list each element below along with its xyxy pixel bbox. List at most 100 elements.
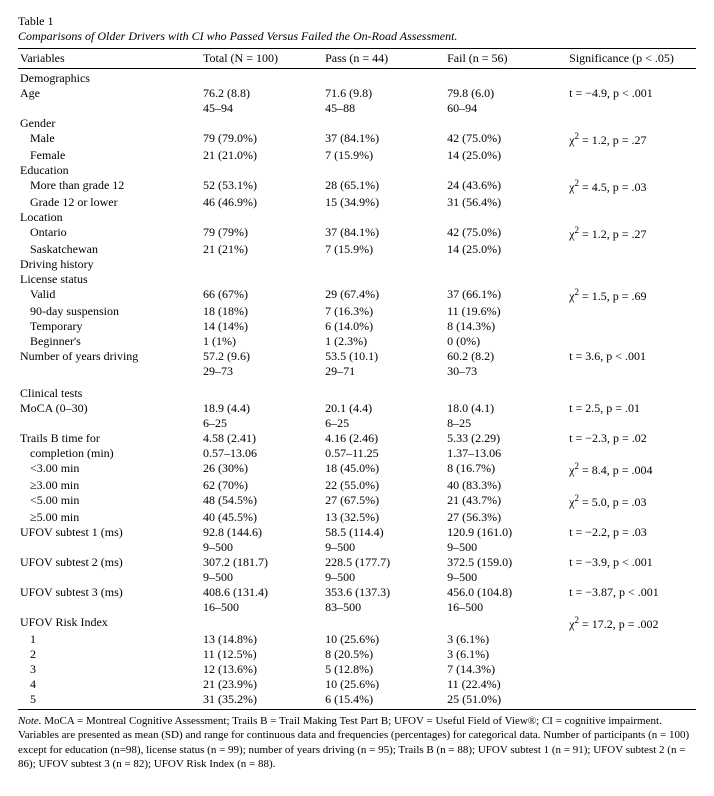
cell-sig: χ2 = 4.5, p = .03	[567, 178, 696, 195]
table-row: Female21 (21.0%)7 (15.9%)14 (25.0%)	[18, 148, 696, 163]
cell-pass: 27 (67.5%)	[323, 493, 445, 510]
cell-fail: 0 (0%)	[445, 334, 567, 349]
cell-var: 1	[18, 632, 201, 647]
cell-total: 9–500	[201, 540, 323, 555]
cell-var: Male	[18, 131, 201, 148]
cell-var	[18, 364, 201, 379]
table-row: ≥3.00 min62 (70%)22 (55.0%)40 (83.3%)	[18, 478, 696, 493]
cell-fail: 42 (75.0%)	[445, 131, 567, 148]
cell-total: 1 (1%)	[201, 334, 323, 349]
cell-pass: 7 (15.9%)	[323, 148, 445, 163]
cell-pass: 7 (15.9%)	[323, 242, 445, 257]
cell-var	[18, 600, 201, 615]
cell-fail: 14 (25.0%)	[445, 148, 567, 163]
cell-pass: 10 (25.6%)	[323, 677, 445, 692]
cell-fail	[445, 615, 567, 632]
cell-var: Temporary	[18, 319, 201, 334]
cell-fail: 7 (14.3%)	[445, 662, 567, 677]
cell-sig	[567, 272, 696, 287]
cell-total: 21 (21%)	[201, 242, 323, 257]
cell-var: Beginner's	[18, 334, 201, 349]
cell-total: 79 (79%)	[201, 225, 323, 242]
table-row: Number of years driving57.2 (9.6)53.5 (1…	[18, 349, 696, 364]
cell-sig	[567, 647, 696, 662]
cell-sig	[567, 319, 696, 334]
cell-sig: χ2 = 1.5, p = .69	[567, 287, 696, 304]
cell-var: Number of years driving	[18, 349, 201, 364]
cell-var: Driving history	[18, 257, 201, 272]
cell-sig	[567, 304, 696, 319]
data-table: Variables Total (N = 100) Pass (n = 44) …	[18, 51, 696, 707]
table-row: 113 (14.8%)10 (25.6%)3 (6.1%)	[18, 632, 696, 647]
cell-total: 46 (46.9%)	[201, 195, 323, 210]
cell-sig	[567, 163, 696, 178]
cell-total: 13 (14.8%)	[201, 632, 323, 647]
cell-var: Ontario	[18, 225, 201, 242]
table-row: 45–9445–8860–94	[18, 101, 696, 116]
cell-fail	[445, 257, 567, 272]
cell-sig	[567, 334, 696, 349]
cell-fail: 21 (43.7%)	[445, 493, 567, 510]
cell-fail: 11 (22.4%)	[445, 677, 567, 692]
table-row: License status	[18, 272, 696, 287]
table-row: UFOV subtest 3 (ms)408.6 (131.4)353.6 (1…	[18, 585, 696, 600]
cell-var: 5	[18, 692, 201, 707]
cell-fail: 30–73	[445, 364, 567, 379]
table-row: Gender	[18, 116, 696, 131]
cell-var: Age	[18, 86, 201, 101]
cell-pass: 58.5 (114.4)	[323, 525, 445, 540]
cell-pass: 29–71	[323, 364, 445, 379]
cell-total	[201, 272, 323, 287]
cell-sig	[567, 71, 696, 86]
cell-sig: χ2 = 1.2, p = .27	[567, 131, 696, 148]
cell-total: 307.2 (181.7)	[201, 555, 323, 570]
cell-total: 6–25	[201, 416, 323, 431]
cell-total: 11 (12.5%)	[201, 647, 323, 662]
cell-var: Grade 12 or lower	[18, 195, 201, 210]
table-row: 211 (12.5%)8 (20.5%)3 (6.1%)	[18, 647, 696, 662]
cell-pass	[323, 615, 445, 632]
cell-total: 9–500	[201, 570, 323, 585]
cell-sig: t = −2.2, p = .03	[567, 525, 696, 540]
cell-fail: 5.33 (2.29)	[445, 431, 567, 446]
cell-sig	[567, 195, 696, 210]
table-row: 421 (23.9%)10 (25.6%)11 (22.4%)	[18, 677, 696, 692]
cell-pass: 15 (34.9%)	[323, 195, 445, 210]
table-title: Comparisons of Older Drivers with CI who…	[18, 29, 696, 44]
table-label: Table 1	[18, 14, 696, 29]
cell-fail: 42 (75.0%)	[445, 225, 567, 242]
cell-fail: 60–94	[445, 101, 567, 116]
table-row: Clinical tests	[18, 386, 696, 401]
cell-total	[201, 615, 323, 632]
table-row: UFOV subtest 2 (ms)307.2 (181.7)228.5 (1…	[18, 555, 696, 570]
cell-total	[201, 71, 323, 86]
cell-pass	[323, 163, 445, 178]
cell-pass: 13 (32.5%)	[323, 510, 445, 525]
cell-var: Demographics	[18, 71, 201, 86]
cell-fail: 37 (66.1%)	[445, 287, 567, 304]
cell-sig	[567, 600, 696, 615]
cell-fail	[445, 386, 567, 401]
cell-var: Trails B time for	[18, 431, 201, 446]
cell-fail: 31 (56.4%)	[445, 195, 567, 210]
cell-fail	[445, 116, 567, 131]
cell-fail: 25 (51.0%)	[445, 692, 567, 707]
table-row: 16–50083–50016–500	[18, 600, 696, 615]
cell-fail: 8 (16.7%)	[445, 461, 567, 478]
cell-pass: 4.16 (2.46)	[323, 431, 445, 446]
bottom-rule	[18, 709, 696, 710]
cell-var	[18, 101, 201, 116]
cell-total	[201, 386, 323, 401]
cell-pass: 6–25	[323, 416, 445, 431]
table-row: UFOV subtest 1 (ms)92.8 (144.6)58.5 (114…	[18, 525, 696, 540]
cell-total: 18 (18%)	[201, 304, 323, 319]
cell-sig	[567, 662, 696, 677]
cell-fail: 16–500	[445, 600, 567, 615]
table-row: Valid66 (67%)29 (67.4%)37 (66.1%)χ2 = 1.…	[18, 287, 696, 304]
table-row: Ontario79 (79%)37 (84.1%)42 (75.0%)χ2 = …	[18, 225, 696, 242]
cell-var: completion (min)	[18, 446, 201, 461]
table-row: Temporary14 (14%)6 (14.0%)8 (14.3%)	[18, 319, 696, 334]
table-row: Location	[18, 210, 696, 225]
cell-pass: 20.1 (4.4)	[323, 401, 445, 416]
table-row: Driving history	[18, 257, 696, 272]
